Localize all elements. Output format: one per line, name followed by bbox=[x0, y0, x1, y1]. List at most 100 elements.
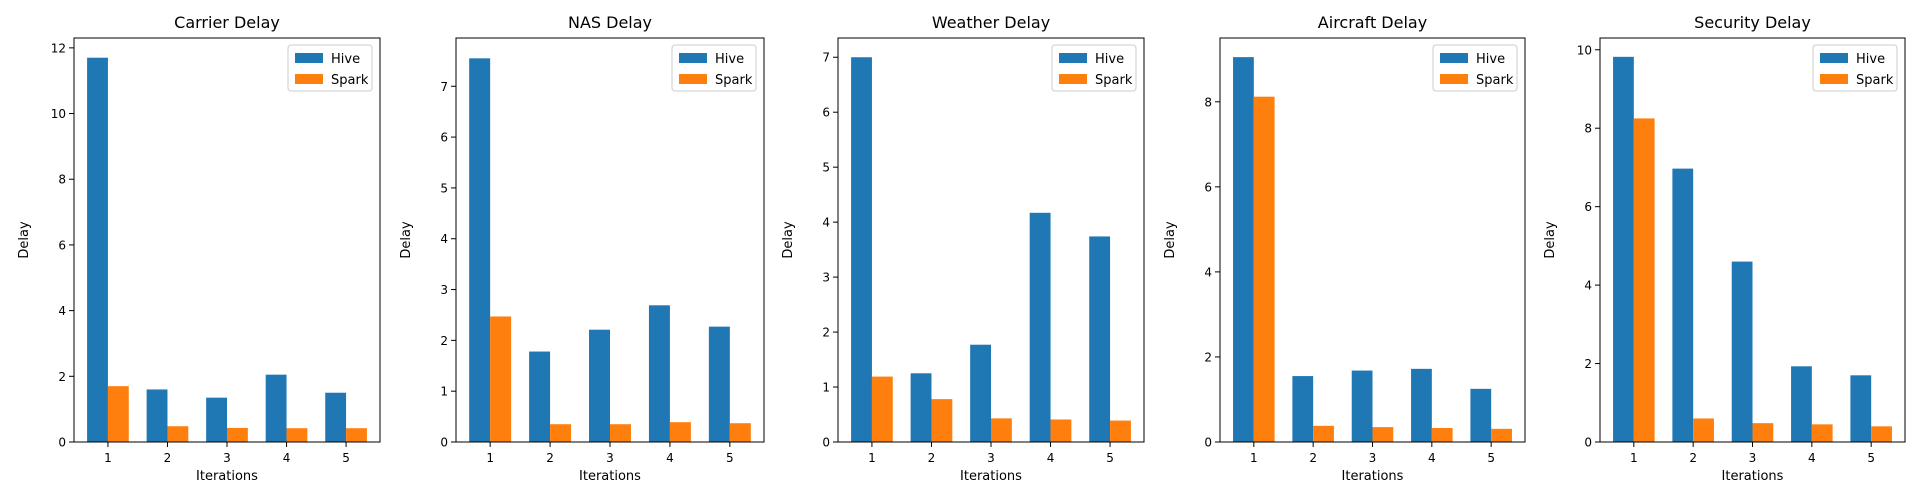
y-tick-label: 4 bbox=[1204, 265, 1212, 279]
bar-spark bbox=[346, 428, 367, 442]
bar-spark bbox=[1491, 428, 1512, 442]
legend-label: Spark bbox=[331, 73, 369, 88]
bar-spark bbox=[1431, 427, 1453, 442]
x-tick-label: 1 bbox=[1630, 451, 1638, 465]
chart-title: NAS Delay bbox=[568, 13, 652, 32]
bar-spark bbox=[1871, 426, 1892, 442]
bar-spark bbox=[729, 423, 751, 442]
legend-swatch-hive bbox=[679, 53, 707, 63]
bar-spark bbox=[1811, 424, 1833, 442]
bar-hive bbox=[589, 329, 610, 442]
legend-label: Hive bbox=[1476, 52, 1505, 67]
y-tick-label: 2 bbox=[1204, 350, 1212, 364]
y-tick-label: 2 bbox=[440, 334, 448, 348]
chart-panel: 1 2 3 4 5 0 1 2 3 4 5 6 7 NAS Delay Iterations Delay Hiv… bbox=[399, 13, 765, 484]
x-tick-label: 5 bbox=[1487, 451, 1495, 465]
bar-hive bbox=[1029, 212, 1051, 442]
y-tick-label: 8 bbox=[1204, 95, 1212, 109]
legend-swatch-spark bbox=[1059, 74, 1087, 84]
x-tick-label: 5 bbox=[1867, 451, 1875, 465]
y-axis-label: Delay bbox=[1543, 221, 1558, 259]
legend-label: Spark bbox=[1095, 73, 1133, 88]
y-tick-label: 0 bbox=[1584, 436, 1592, 450]
legend-swatch-hive bbox=[1440, 53, 1468, 63]
y-tick-label: 4 bbox=[440, 232, 448, 246]
x-axis-label: Iterations bbox=[1342, 469, 1404, 484]
x-tick-label: 4 bbox=[283, 451, 291, 465]
bar-spark bbox=[286, 428, 308, 442]
x-tick-label: 3 bbox=[223, 451, 231, 465]
bar-hive bbox=[648, 305, 670, 442]
x-axis-label: Iterations bbox=[1722, 469, 1784, 484]
bar-spark bbox=[227, 427, 248, 442]
legend-label: Hive bbox=[715, 52, 744, 67]
y-tick-label: 7 bbox=[440, 80, 448, 94]
y-tick-label: 4 bbox=[1584, 279, 1592, 293]
chart-panel: 1 2 3 4 5 0 2 4 6 8 Aircraft Delay Iterations Delay H… bbox=[1163, 13, 1526, 484]
legend-swatch-hive bbox=[1059, 53, 1087, 63]
x-tick-label: 4 bbox=[1047, 451, 1055, 465]
y-axis-label: Delay bbox=[17, 221, 32, 259]
x-tick-label: 5 bbox=[342, 451, 350, 465]
bar-spark bbox=[1253, 96, 1275, 442]
y-tick-label: 10 bbox=[1577, 43, 1592, 57]
y-tick-label: 3 bbox=[822, 271, 830, 285]
y-axis-label: Delay bbox=[781, 221, 796, 259]
bar-hive bbox=[529, 351, 551, 442]
x-tick-label: 3 bbox=[1369, 451, 1377, 465]
chart-title: Carrier Delay bbox=[174, 13, 280, 32]
bar-hive bbox=[1351, 370, 1373, 442]
y-tick-label: 2 bbox=[1584, 357, 1592, 371]
x-tick-label: 2 bbox=[1689, 451, 1697, 465]
y-tick-label: 0 bbox=[822, 436, 830, 450]
bar-spark bbox=[107, 386, 129, 442]
bar-hive bbox=[1292, 376, 1314, 442]
legend-label: Spark bbox=[1856, 73, 1894, 88]
plot-frame bbox=[73, 37, 381, 443]
bar-hive bbox=[265, 374, 287, 442]
bar-hive bbox=[970, 344, 991, 442]
y-tick-label: 7 bbox=[822, 51, 830, 65]
bar-hive bbox=[708, 326, 730, 442]
y-tick-label: 6 bbox=[822, 106, 830, 120]
y-tick-label: 0 bbox=[440, 436, 448, 450]
y-tick-label: 2 bbox=[822, 326, 830, 340]
x-tick-label: 5 bbox=[1106, 451, 1114, 465]
bar-spark bbox=[1633, 118, 1655, 442]
x-tick-label: 1 bbox=[868, 451, 876, 465]
y-tick-label: 5 bbox=[440, 181, 448, 195]
y-axis-label: Delay bbox=[399, 221, 414, 259]
bar-hive bbox=[146, 389, 168, 442]
bar-spark bbox=[871, 376, 893, 442]
y-tick-label: 6 bbox=[440, 131, 448, 145]
chart-panel: 1 2 3 4 5 0 2 4 6 8 10 Security Delay Iterations Dela… bbox=[1543, 13, 1906, 484]
y-tick-label: 8 bbox=[1584, 122, 1592, 136]
bar-hive bbox=[1233, 57, 1254, 442]
bar-hive bbox=[1411, 368, 1432, 442]
bar-spark bbox=[490, 316, 512, 442]
y-tick-label: 4 bbox=[58, 304, 66, 318]
y-tick-label: 6 bbox=[1204, 180, 1212, 194]
x-tick-label: 4 bbox=[1428, 451, 1436, 465]
x-tick-label: 5 bbox=[726, 451, 734, 465]
chart-title: Security Delay bbox=[1694, 13, 1811, 32]
x-axis-label: Iterations bbox=[579, 469, 641, 484]
legend-swatch-spark bbox=[679, 74, 707, 84]
y-tick-label: 3 bbox=[440, 283, 448, 297]
x-tick-label: 2 bbox=[928, 451, 936, 465]
legend-swatch-spark bbox=[1440, 74, 1468, 84]
bar-hive bbox=[1791, 366, 1812, 442]
y-tick-label: 0 bbox=[58, 436, 66, 450]
x-tick-label: 3 bbox=[987, 451, 995, 465]
bar-hive bbox=[910, 373, 932, 442]
chart-panel: 1 2 3 4 5 0 1 2 3 4 5 6 7 Weather Delay Iterations Dela… bbox=[781, 13, 1145, 484]
y-tick-label: 8 bbox=[58, 173, 66, 187]
bar-hive bbox=[851, 57, 872, 443]
bar-spark bbox=[991, 418, 1012, 442]
y-tick-label: 1 bbox=[440, 385, 448, 399]
chart-title: Aircraft Delay bbox=[1318, 13, 1427, 32]
chart-title: Weather Delay bbox=[932, 13, 1050, 32]
bar-spark bbox=[669, 422, 691, 442]
x-tick-label: 2 bbox=[1309, 451, 1317, 465]
bar-hive bbox=[1470, 388, 1492, 442]
